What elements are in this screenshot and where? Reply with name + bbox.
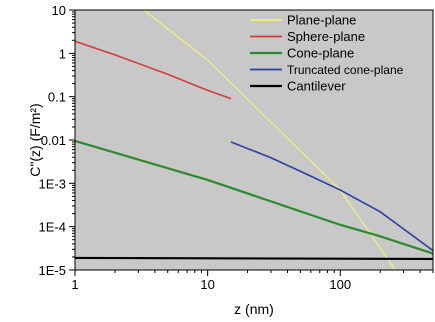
x-tick-label: 1 — [71, 277, 78, 292]
series-line-1 — [75, 40, 232, 100]
y-tick-label: 0.01 — [41, 133, 66, 148]
y-tick-label: 1E-4 — [39, 220, 66, 235]
x-tick-label: 10 — [200, 277, 214, 292]
series-line-2 — [75, 139, 433, 255]
y-tick-label: 1 — [59, 46, 66, 61]
legend-label-4: Cantilever — [287, 79, 346, 94]
series-line-4 — [75, 256, 433, 261]
ticks-layer: 1 10 100 10 1 0.1 0.01 1E-3 1E-4 1E-5 — [39, 3, 434, 292]
y-tick-label: 1E-5 — [39, 263, 66, 278]
y-tick-label: 0.1 — [48, 90, 66, 105]
legend-label-2: Cone-plane — [287, 46, 354, 61]
y-tick-label: 1E-3 — [39, 176, 66, 191]
legend-label-0: Plane-plane — [287, 13, 356, 28]
series-line-3 — [230, 141, 433, 252]
x-tick-label: 100 — [329, 277, 351, 292]
legend-label-3: Truncated cone-plane — [287, 63, 404, 77]
legend-label-1: Sphere-plane — [287, 29, 365, 44]
plot-area — [75, 10, 433, 270]
y-tick-label: 10 — [52, 3, 66, 18]
series-line-0 — [143, 10, 396, 270]
series-layer — [75, 10, 433, 270]
y-axis-label: C"(z) (F/m²) — [27, 103, 43, 176]
x-axis-label: z (nm) — [234, 301, 274, 317]
